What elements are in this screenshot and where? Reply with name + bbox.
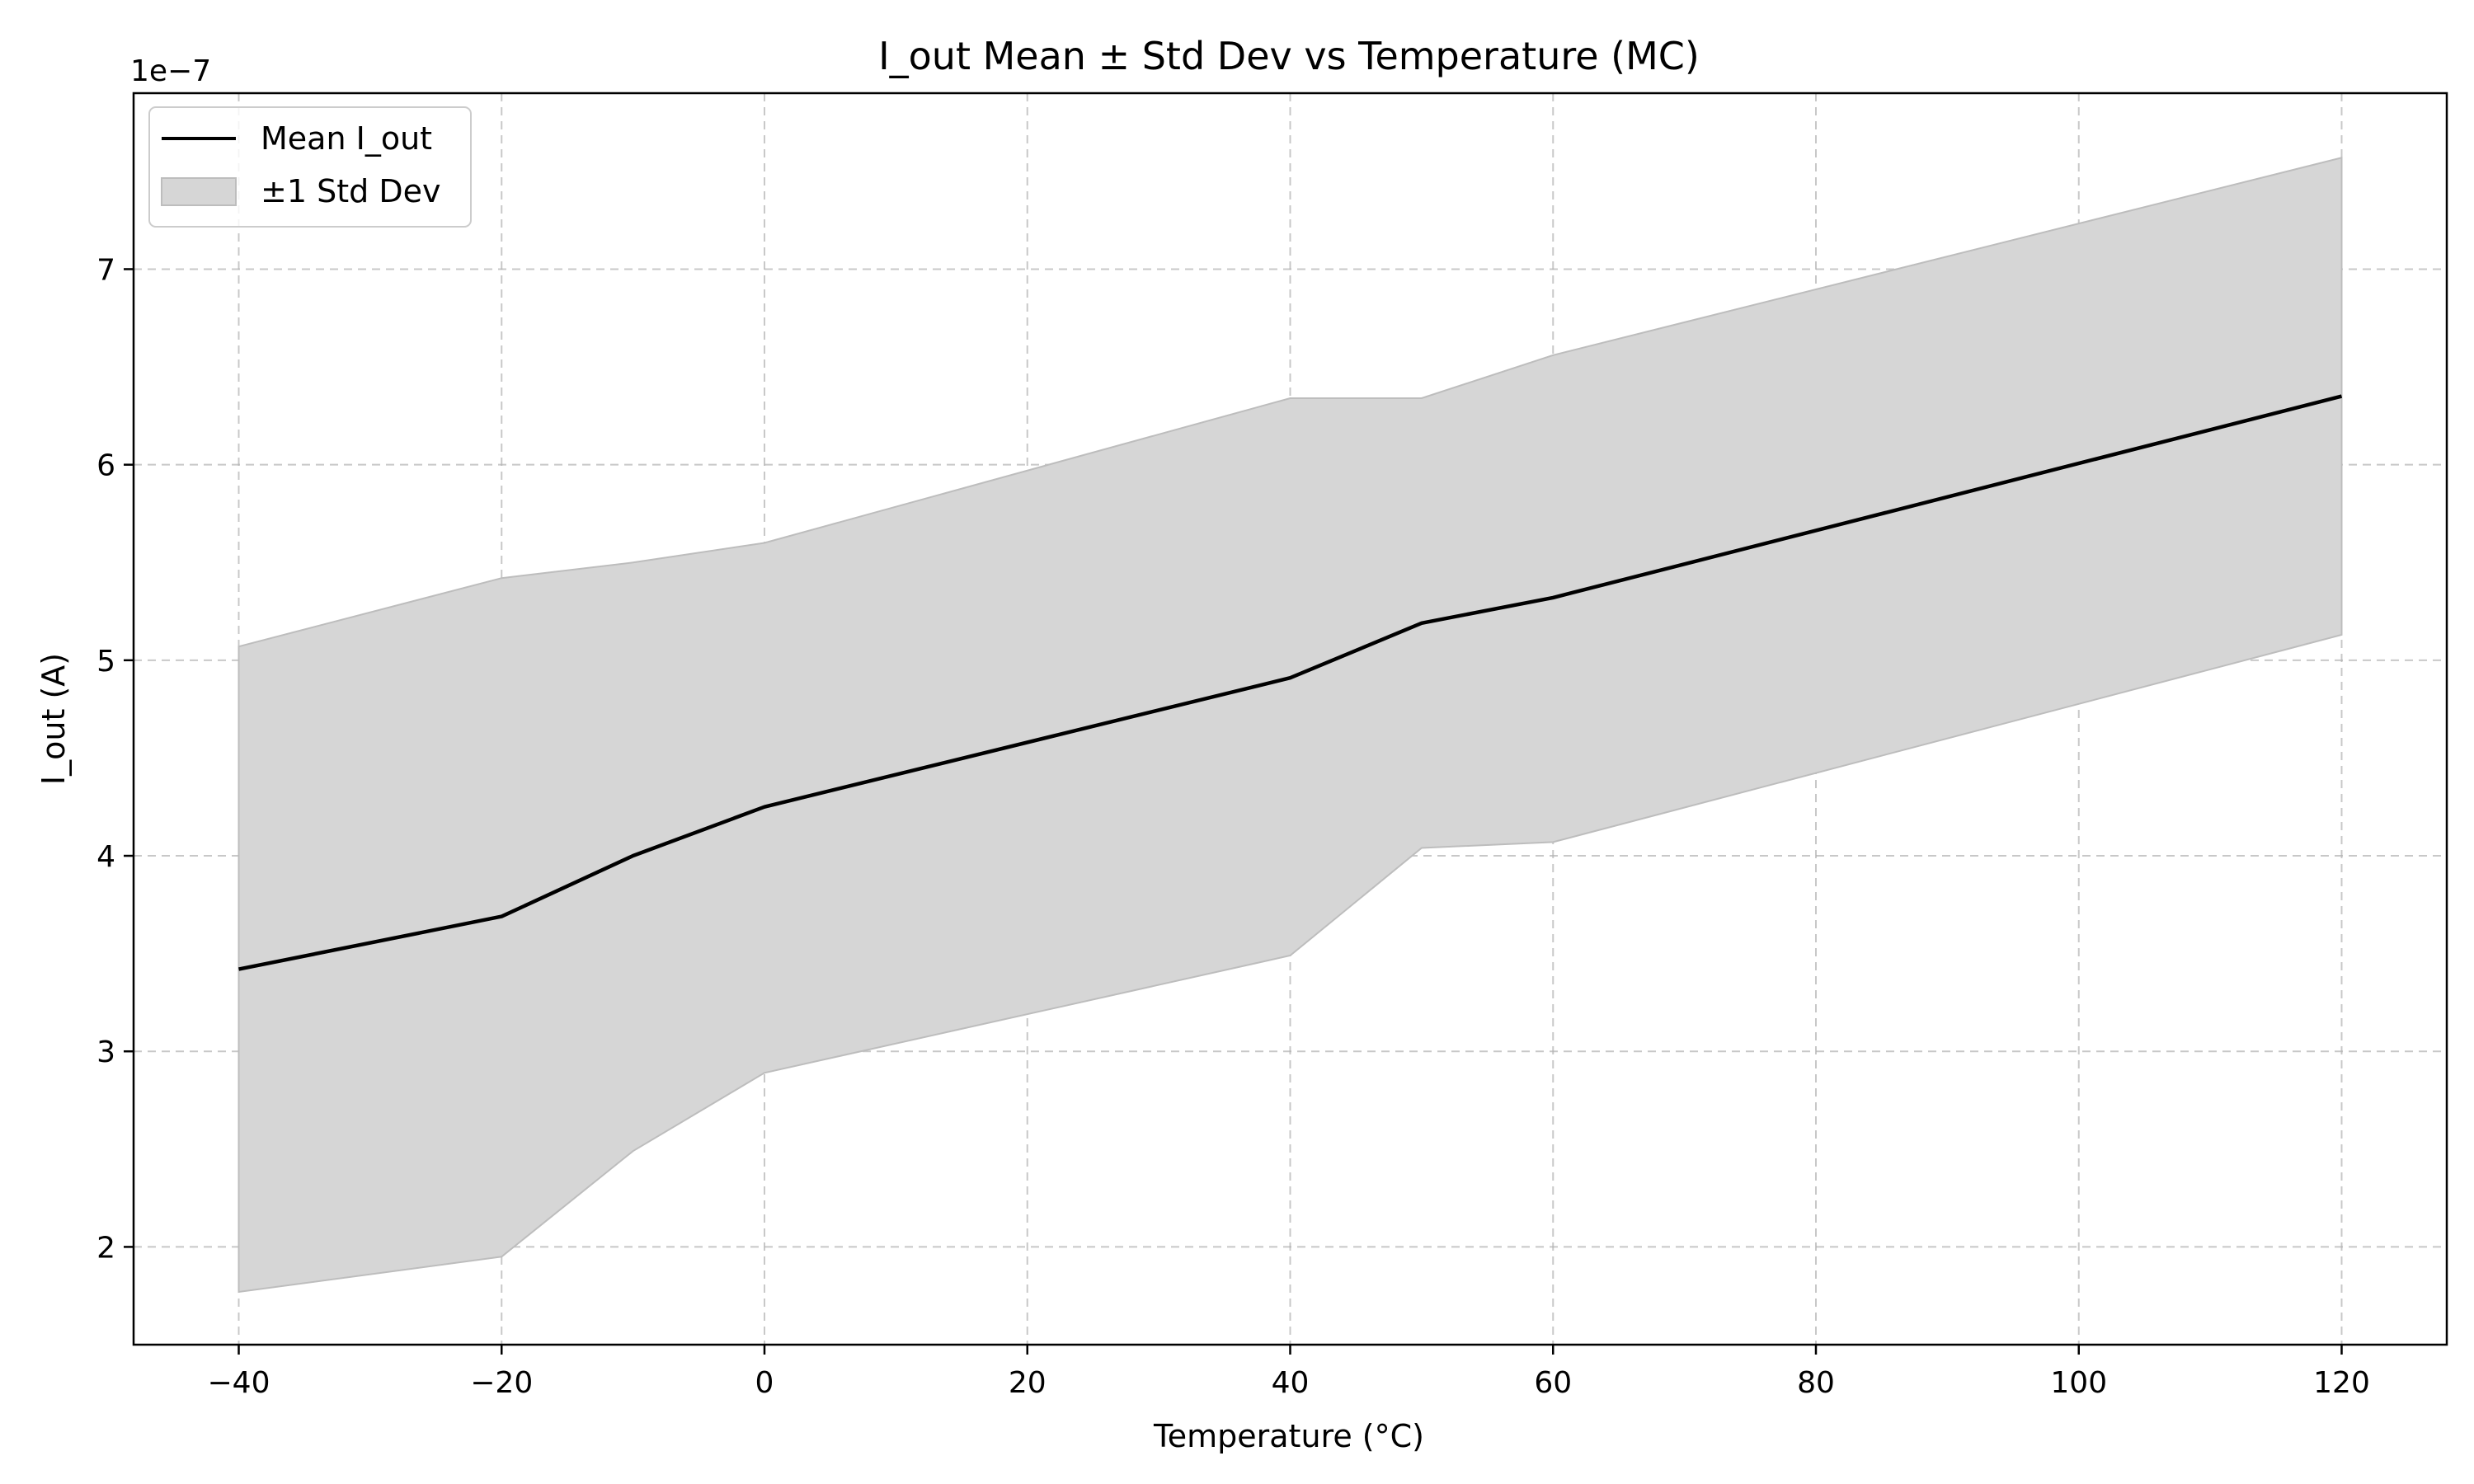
x-tick-label-8: 120	[2313, 1366, 2370, 1400]
chart-title: I_out Mean ± Std Dev vs Temperature (MC)	[878, 34, 1700, 78]
y-axis-ticks: 2 3 4 5 6 7	[96, 253, 134, 1265]
std-dev-band	[238, 157, 2343, 1294]
x-tick-label-1: −20	[470, 1366, 533, 1400]
y-tick-label-3: 5	[96, 645, 115, 679]
legend-band-label: ±1 Std Dev	[261, 173, 440, 209]
y-tick-label-1: 3	[96, 1036, 115, 1069]
mean-line-layer	[238, 394, 2343, 971]
x-axis-title: Temperature (°C)	[1153, 1418, 1424, 1454]
x-tick-label-0: −40	[208, 1366, 270, 1400]
legend: Mean I_out ±1 Std Dev	[148, 106, 472, 228]
x-tick-label-7: 100	[2050, 1366, 2107, 1400]
x-tick-label-6: 80	[1797, 1366, 1835, 1400]
y-tick-label-5: 7	[96, 253, 115, 287]
legend-mean-label: Mean I_out	[261, 120, 432, 157]
y-axis-title: I_out (A)	[35, 653, 72, 785]
x-tick-label-4: 40	[1272, 1366, 1310, 1400]
legend-band-swatch	[161, 177, 237, 206]
x-tick-label-5: 60	[1534, 1366, 1572, 1400]
y-tick-label-2: 4	[96, 840, 115, 874]
x-tick-label-3: 20	[1009, 1366, 1047, 1400]
x-axis-ticks: −40 −20 0 20 40 60 80 100 120	[208, 1345, 2370, 1400]
y-tick-label-0: 2	[96, 1231, 115, 1265]
y-tick-label-4: 6	[96, 449, 115, 483]
std-dev-band-layer	[238, 157, 2343, 1294]
y-offset-label: 1e−7	[130, 54, 211, 88]
mean-line	[238, 394, 2343, 971]
x-tick-label-2: 0	[755, 1366, 774, 1400]
